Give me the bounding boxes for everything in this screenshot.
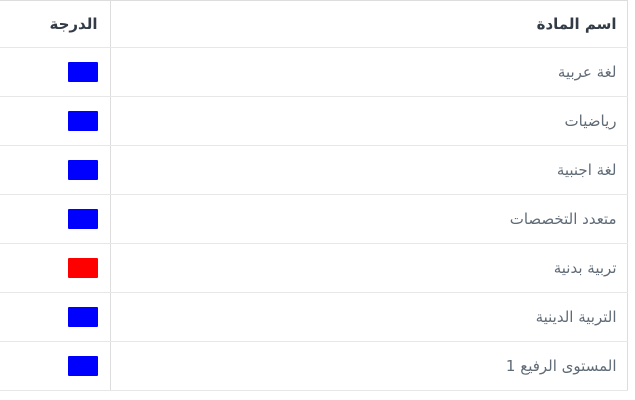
table-body: لغة عربية رياضيات لغة اجنبية متعدد التخص…: [0, 47, 628, 391]
grade-cell: [0, 243, 110, 293]
table-row[interactable]: المستوى الرفيع 1: [0, 341, 628, 391]
table-row[interactable]: تربية بدنية: [0, 243, 628, 293]
grade-color-chip: [67, 62, 98, 82]
table-row[interactable]: رياضيات: [0, 96, 628, 146]
table-row[interactable]: متعدد التخصصات: [0, 194, 628, 244]
grade-cell: [0, 47, 110, 97]
subject-name: متعدد التخصصات: [109, 194, 628, 244]
table-row[interactable]: لغة اجنبية: [0, 145, 628, 195]
table-row[interactable]: لغة عربية: [0, 47, 628, 97]
grade-cell: [0, 194, 110, 244]
subject-name: المستوى الرفيع 1: [109, 341, 628, 391]
grade-color-chip: [67, 356, 98, 376]
table-header: اسم المادة الدرجة: [0, 0, 628, 48]
subject-name: التربية الدينية: [109, 292, 628, 342]
grade-cell: [0, 145, 110, 195]
grade-cell: [0, 341, 110, 391]
grade-column-header: الدرجة: [0, 0, 110, 48]
grade-color-chip: [67, 209, 98, 229]
subject-name: لغة اجنبية: [109, 145, 628, 195]
subject-name: رياضيات: [109, 96, 628, 146]
header-row: اسم المادة الدرجة: [0, 0, 628, 48]
grade-color-chip: [67, 111, 98, 131]
grade-cell: [0, 96, 110, 146]
subjects-grades-table: اسم المادة الدرجة لغة عربية رياضيات لغة …: [0, 0, 628, 391]
subject-name: تربية بدنية: [109, 243, 628, 293]
subject-column-header: اسم المادة: [109, 0, 628, 48]
grade-cell: [0, 292, 110, 342]
grade-color-chip: [67, 307, 98, 327]
subject-name: لغة عربية: [109, 47, 628, 97]
grade-color-chip: [67, 258, 98, 278]
grade-color-chip: [67, 160, 98, 180]
table-row[interactable]: التربية الدينية: [0, 292, 628, 342]
